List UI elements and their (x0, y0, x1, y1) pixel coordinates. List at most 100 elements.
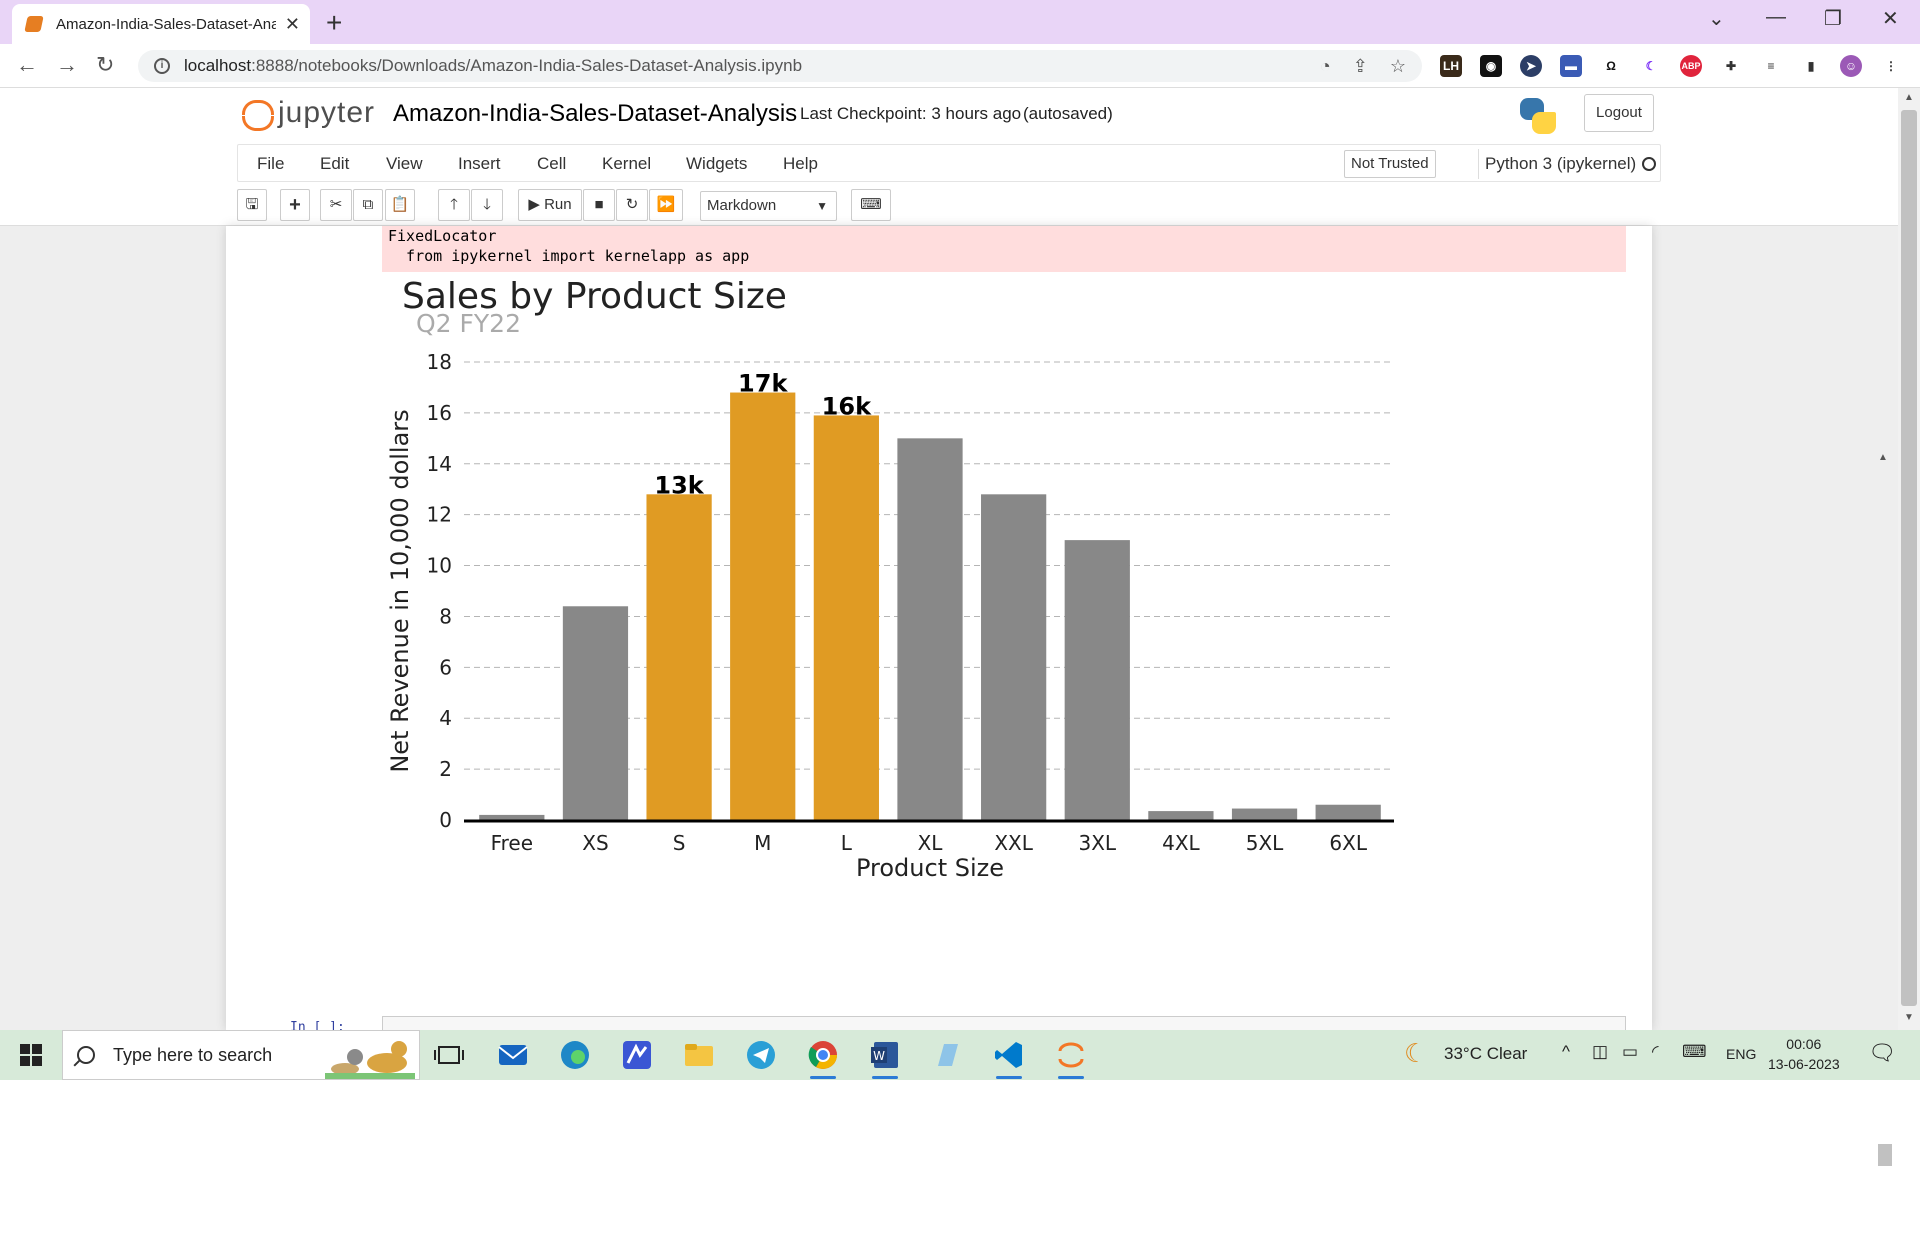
notifications-icon[interactable]: 🗨 (1868, 1040, 1896, 1065)
menu-kernel[interactable]: Kernel (602, 154, 652, 173)
cut-icon[interactable]: ✂ (320, 189, 352, 221)
extension-moon-icon[interactable]: ☾ (1640, 55, 1662, 77)
extension-glasses-icon[interactable]: ◉ (1480, 55, 1502, 77)
bar-l (813, 415, 879, 820)
menu-widgets[interactable]: Widgets (686, 154, 748, 173)
restore-button[interactable]: ❐ (1824, 8, 1842, 30)
notes-app-icon[interactable] (930, 1038, 964, 1072)
jupyter-logo[interactable]: jupyter (242, 96, 375, 131)
restart-icon[interactable]: ↻ (616, 189, 648, 221)
extension-screen-icon[interactable]: ▬ (1560, 55, 1582, 77)
edge-browser-icon[interactable] (558, 1038, 592, 1072)
logout-button[interactable]: Logout (1584, 94, 1654, 132)
share-icon[interactable]: ⇪ (1352, 56, 1368, 76)
windows-start-icon[interactable] (20, 1044, 42, 1066)
extension-cursor-icon[interactable]: ➤ (1520, 55, 1542, 77)
telegram-icon[interactable] (744, 1038, 778, 1072)
battery-icon[interactable]: ▭ (1622, 1042, 1639, 1061)
jupyter-taskbar-icon[interactable] (1054, 1038, 1088, 1079)
x-tick-label: 6XL (1329, 831, 1367, 855)
run-button[interactable]: ▶ Run (518, 189, 582, 221)
paste-icon[interactable]: 📋 (385, 189, 415, 221)
close-window-button[interactable]: ✕ (1882, 8, 1899, 30)
y-tick-label: 18 (427, 350, 452, 374)
tray-chevron-icon[interactable]: ^ (1562, 1042, 1570, 1061)
tab-search-icon[interactable]: ⌄ (1708, 8, 1725, 30)
taskbar-search[interactable]: Type here to search (62, 1030, 420, 1080)
task-view-icon[interactable] (432, 1038, 466, 1072)
bookmark-star-icon[interactable]: ☆ (1389, 56, 1406, 76)
weather-text[interactable]: 33°C Clear (1444, 1044, 1528, 1063)
chart-title: Sales by Product Size (402, 278, 787, 317)
notebook-title[interactable]: Amazon-India-Sales-Dataset-Analysis (393, 100, 798, 127)
profile-avatar-icon[interactable]: ☺ (1840, 55, 1862, 77)
url-host: localhost (184, 56, 252, 75)
cell-type-select[interactable]: Markdown ▼ (700, 191, 837, 221)
trust-button[interactable]: Not Trusted (1344, 150, 1436, 178)
x-tick-label: S (673, 831, 686, 855)
keyboard-shortcuts-icon[interactable]: ⌨ (851, 189, 891, 221)
browser-tab[interactable]: Amazon-India-Sales-Dataset-Ana ✕ (12, 4, 310, 44)
vscode-icon[interactable] (992, 1038, 1026, 1079)
page-scrollbar[interactable]: ▲ ▼ (1898, 88, 1920, 1030)
close-tab-icon[interactable]: ✕ (284, 13, 300, 34)
x-tick-label: L (841, 831, 853, 855)
language-indicator[interactable]: ENG (1726, 1046, 1757, 1062)
keyboard-tray-icon[interactable]: ⌨ (1682, 1042, 1707, 1061)
extension-lh-icon[interactable]: LH (1440, 55, 1462, 77)
notebook-scroll-thumb[interactable] (1878, 1144, 1892, 1166)
kernel-name[interactable]: Python 3 (ipykernel) (1485, 154, 1637, 173)
url-bar[interactable]: i localhost:8888/notebooks/Downloads/Ama… (138, 50, 1422, 82)
bar-value-label: 17k (738, 370, 788, 398)
page-scroll-thumb[interactable] (1901, 110, 1917, 1006)
x-tick-label: XL (918, 831, 944, 855)
menu-cell[interactable]: Cell (537, 154, 567, 173)
extensions-puzzle-icon[interactable]: ✚ (1720, 55, 1742, 77)
back-button[interactable]: ← (16, 52, 38, 77)
menu-insert[interactable]: Insert (458, 154, 501, 173)
page-scroll-down-icon[interactable]: ▼ (1904, 1012, 1914, 1023)
notebook-container: FixedLocator from ipykernel import kerne… (226, 226, 1652, 1036)
menu-edit[interactable]: Edit (320, 154, 350, 173)
forward-button[interactable]: → (56, 52, 78, 77)
y-tick-label: 14 (427, 452, 452, 476)
restart-run-all-icon[interactable]: ⏩ (649, 189, 683, 221)
wifi-icon[interactable]: ◜ (1652, 1042, 1659, 1061)
page-scroll-up-icon[interactable]: ▲ (1904, 92, 1914, 103)
extension-adblock-icon[interactable]: ABP (1680, 55, 1702, 77)
site-info-icon[interactable]: i (154, 58, 170, 74)
copy-icon[interactable]: ⧉ (353, 189, 383, 221)
x-tick-label: 4XL (1162, 831, 1200, 855)
side-panel-icon[interactable]: ▮ (1800, 55, 1822, 77)
new-tab-button[interactable]: + (326, 7, 343, 38)
meet-now-icon[interactable]: ◫ (1592, 1042, 1609, 1061)
chrome-browser-icon[interactable] (806, 1038, 840, 1079)
svg-text:W: W (873, 1049, 885, 1063)
word-app-icon[interactable]: W (868, 1038, 902, 1079)
browser-menu-icon[interactable]: ⋮ (1880, 55, 1902, 77)
minimize-button[interactable]: — (1766, 6, 1786, 28)
notebook-scrollbar[interactable]: ▲ (1874, 452, 1894, 1256)
save-icon[interactable]: 🖫 (237, 189, 267, 221)
extension-omega-icon[interactable]: Ω (1600, 55, 1622, 77)
weather-moon-icon[interactable]: ☾ (1404, 1038, 1428, 1068)
insert-cell-icon[interactable]: + (280, 189, 310, 221)
move-up-icon[interactable]: 🡑 (438, 189, 470, 221)
menu-help[interactable]: Help (783, 154, 818, 173)
run-label: Run (544, 196, 572, 213)
bar-value-label: 13k (654, 471, 704, 499)
clock[interactable]: 00:06 13-06-2023 (1768, 1034, 1840, 1074)
mail-app-icon[interactable] (496, 1038, 530, 1072)
chart-subtitle: Q2 FY22 (416, 309, 521, 338)
menu-view[interactable]: View (386, 154, 423, 173)
file-explorer-icon[interactable] (682, 1038, 716, 1072)
media-list-icon[interactable]: ≡ (1760, 55, 1782, 77)
menu-file[interactable]: File (257, 154, 285, 173)
scroll-up-arrow-icon[interactable]: ▲ (1878, 452, 1888, 463)
interrupt-icon[interactable]: ■ (583, 189, 615, 221)
reload-button[interactable]: ↻ (96, 52, 115, 77)
performance-icon[interactable]: ◔ (1319, 56, 1331, 76)
visual-studio-icon[interactable] (620, 1038, 654, 1072)
search-highlight-art-icon (325, 1041, 415, 1079)
move-down-icon[interactable]: 🡓 (471, 189, 503, 221)
